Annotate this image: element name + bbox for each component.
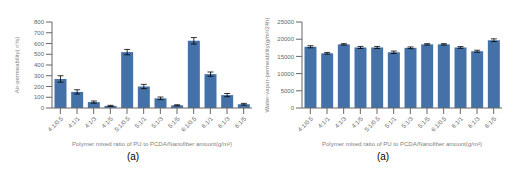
svg-text:10000: 10000 <box>277 71 294 77</box>
svg-text:15000: 15000 <box>277 54 294 60</box>
svg-text:4:1/5: 4:1/5 <box>100 115 114 129</box>
svg-text:200: 200 <box>34 84 45 90</box>
svg-text:5:1/3: 5:1/3 <box>400 115 414 129</box>
svg-text:6:1/0.5: 6:1/0.5 <box>180 115 198 133</box>
svg-text:0: 0 <box>291 105 295 111</box>
svg-text:5:1/5: 5:1/5 <box>167 115 181 129</box>
svg-text:4:1/3: 4:1/3 <box>84 115 98 129</box>
svg-text:300: 300 <box>34 73 45 79</box>
svg-text:Air-permeability(㎥/s): Air-permeability(㎥/s) <box>14 37 20 93</box>
svg-text:4:1/0.5: 4:1/0.5 <box>47 115 65 133</box>
svg-text:4:1/0.5: 4:1/0.5 <box>297 115 315 133</box>
svg-text:4:1/1: 4:1/1 <box>317 115 331 129</box>
svg-text:25000: 25000 <box>277 19 294 25</box>
svg-text:6:1/0.5: 6:1/0.5 <box>430 115 448 133</box>
svg-text:100: 100 <box>34 94 45 100</box>
svg-text:0: 0 <box>41 105 45 111</box>
svg-text:5:1/1: 5:1/1 <box>384 115 398 129</box>
svg-text:5:1/0.5: 5:1/0.5 <box>113 115 131 133</box>
svg-text:5:1/0.5: 5:1/0.5 <box>363 115 381 133</box>
svg-text:Water-vapor-permeability(g/m²/: Water-vapor-permeability(g/m²/24h) <box>264 18 270 113</box>
svg-text:700: 700 <box>34 30 45 36</box>
svg-text:600: 600 <box>34 41 45 47</box>
svg-text:4:1/3: 4:1/3 <box>334 115 348 129</box>
html-text:(a): (a) <box>126 151 140 162</box>
html-text:(a): (a) <box>376 151 390 162</box>
svg-text:4:1/1: 4:1/1 <box>67 115 81 129</box>
svg-text:800: 800 <box>34 19 45 25</box>
svg-text:5000: 5000 <box>281 88 295 94</box>
svg-text:Polymer mixed ratio of PU to P: Polymer mixed ratio of PU to PCDA/Nanofi… <box>322 141 482 147</box>
svg-text:6:1/3: 6:1/3 <box>217 115 231 129</box>
svg-text:5:1/3: 5:1/3 <box>150 115 164 129</box>
svg-text:400: 400 <box>34 62 45 68</box>
svg-text:6:1/3: 6:1/3 <box>467 115 481 129</box>
svg-text:6:1/1: 6:1/1 <box>200 115 214 129</box>
svg-text:6:1/5: 6:1/5 <box>484 115 498 129</box>
svg-text:500: 500 <box>34 51 45 57</box>
svg-text:5:1/5: 5:1/5 <box>417 115 431 129</box>
svg-text:5:1/1: 5:1/1 <box>134 115 148 129</box>
svg-text:Polymer mixed ratio of PU to P: Polymer mixed ratio of PU to PCDA/Nanofi… <box>72 141 232 147</box>
svg-text:6:1/1: 6:1/1 <box>450 115 464 129</box>
svg-text:6:1/5: 6:1/5 <box>234 115 248 129</box>
svg-text:4:1/5: 4:1/5 <box>350 115 364 129</box>
svg-text:20000: 20000 <box>277 36 294 42</box>
